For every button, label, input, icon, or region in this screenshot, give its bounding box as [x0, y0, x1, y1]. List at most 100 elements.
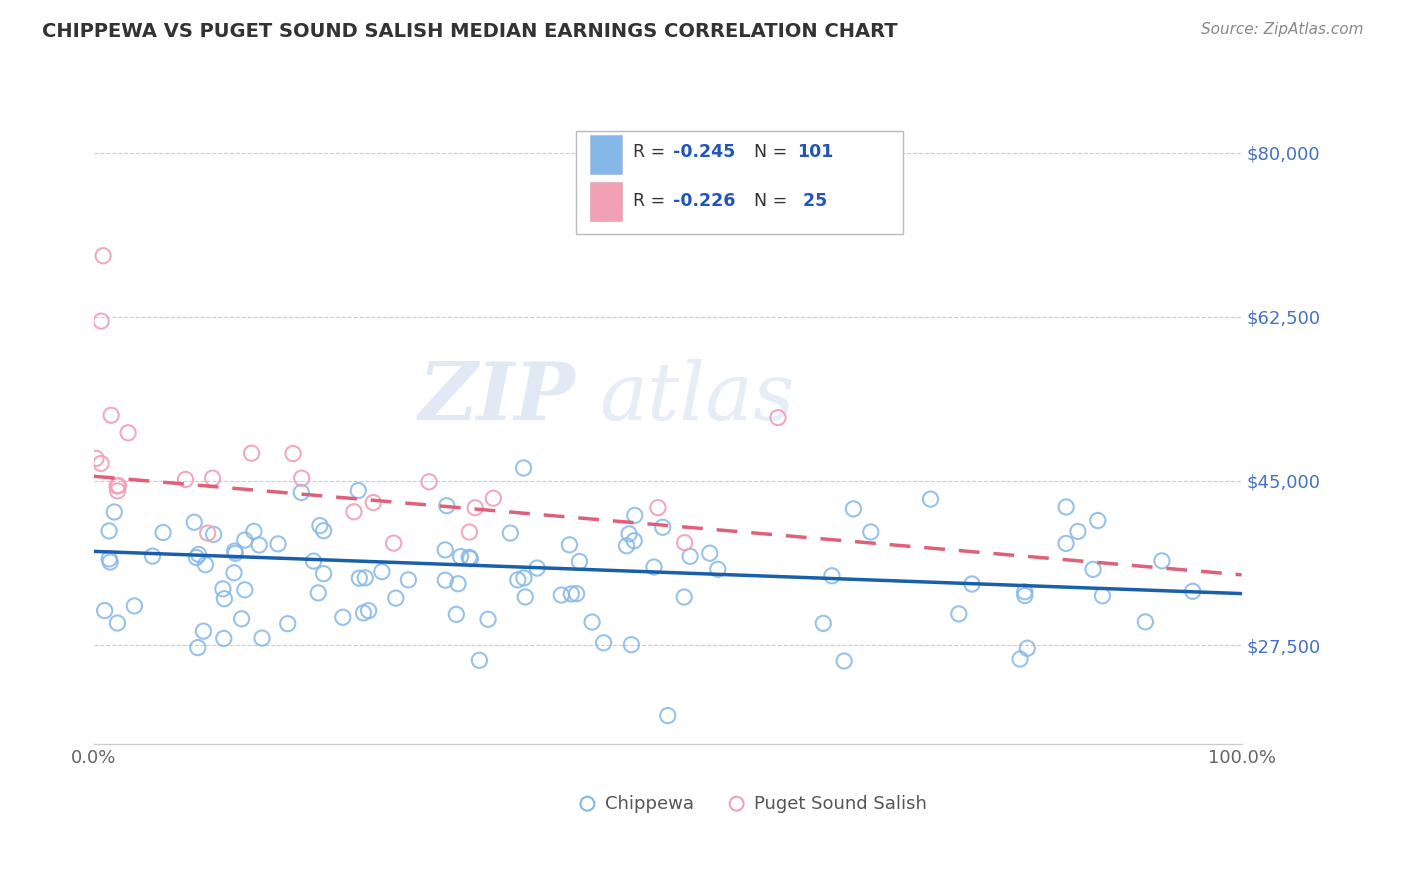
Point: [592, 636, 614, 650]
Text: 101: 101: [797, 143, 834, 161]
Point: [107, 483, 129, 498]
Point: [920, 492, 942, 507]
Point: [91, 249, 114, 263]
Point: [1017, 641, 1039, 656]
Point: [98, 555, 121, 569]
Point: [1135, 615, 1157, 629]
Point: [434, 542, 457, 557]
Point: [512, 461, 534, 475]
Point: [354, 571, 377, 585]
Point: [107, 615, 129, 630]
Point: [124, 599, 146, 613]
Point: [281, 446, 304, 460]
Point: [651, 520, 673, 534]
Point: [187, 640, 209, 655]
Point: [568, 554, 591, 568]
Text: N =: N =: [754, 143, 793, 161]
Point: [212, 632, 235, 646]
Point: [766, 410, 789, 425]
Point: [565, 587, 588, 601]
Point: [623, 533, 645, 548]
FancyBboxPatch shape: [576, 131, 903, 234]
Point: [363, 495, 385, 509]
Point: [105, 479, 128, 493]
Point: [103, 505, 125, 519]
Point: [558, 538, 581, 552]
Point: [233, 582, 256, 597]
Point: [233, 533, 256, 547]
Point: [312, 524, 335, 538]
Point: [243, 524, 266, 539]
Point: [842, 501, 865, 516]
Point: [277, 616, 299, 631]
Point: [353, 606, 375, 620]
Point: [197, 526, 219, 541]
Text: atlas: atlas: [599, 359, 794, 436]
Point: [186, 550, 208, 565]
Point: [617, 527, 640, 541]
Point: [174, 473, 197, 487]
Point: [349, 571, 371, 585]
Point: [623, 508, 645, 523]
Point: [343, 505, 366, 519]
Text: 25: 25: [797, 192, 828, 210]
Point: [679, 549, 702, 564]
Point: [460, 551, 482, 566]
Point: [859, 524, 882, 539]
Text: -0.245: -0.245: [673, 143, 735, 161]
Point: [247, 538, 270, 552]
Text: N =: N =: [754, 192, 793, 210]
Point: [291, 471, 314, 485]
Point: [385, 591, 408, 606]
Point: [813, 616, 835, 631]
FancyBboxPatch shape: [589, 182, 621, 220]
Point: [620, 638, 643, 652]
Point: [418, 475, 440, 489]
Point: [202, 527, 225, 541]
Point: [657, 708, 679, 723]
Point: [224, 546, 246, 560]
Point: [1054, 536, 1077, 550]
Point: [477, 612, 499, 626]
Point: [98, 552, 121, 566]
Point: [90, 457, 112, 471]
Point: [1091, 589, 1114, 603]
Point: [1054, 500, 1077, 514]
Point: [643, 560, 665, 574]
Text: Puget Sound Salish: Puget Sound Salish: [754, 795, 927, 813]
Point: [222, 566, 245, 580]
Point: [396, 573, 419, 587]
Point: [90, 314, 112, 328]
Point: [309, 518, 332, 533]
Point: [117, 425, 139, 440]
Point: [699, 546, 721, 560]
Point: [446, 607, 468, 622]
Text: CHIPPEWA VS PUGET SOUND SALISH MEDIAN EARNINGS CORRELATION CHART: CHIPPEWA VS PUGET SOUND SALISH MEDIAN EA…: [42, 22, 898, 41]
Point: [193, 624, 215, 639]
Point: [550, 588, 572, 602]
Point: [214, 591, 236, 606]
Point: [100, 409, 122, 423]
Point: [194, 558, 217, 572]
Text: R =: R =: [633, 192, 671, 210]
Point: [84, 451, 107, 466]
Point: [832, 654, 855, 668]
Point: [267, 537, 290, 551]
Point: [1014, 589, 1036, 603]
Point: [187, 548, 209, 562]
Point: [707, 562, 730, 576]
Point: [581, 615, 603, 629]
Point: [98, 524, 121, 538]
Point: [231, 612, 253, 626]
Point: [1087, 514, 1109, 528]
Point: [183, 515, 205, 529]
Text: ZIP: ZIP: [419, 359, 576, 436]
Point: [307, 586, 329, 600]
Point: [616, 539, 638, 553]
Point: [347, 483, 370, 498]
Point: [1181, 584, 1204, 599]
Point: [1010, 652, 1032, 666]
Point: [1014, 584, 1036, 599]
Point: [250, 631, 273, 645]
Text: R =: R =: [633, 143, 671, 161]
